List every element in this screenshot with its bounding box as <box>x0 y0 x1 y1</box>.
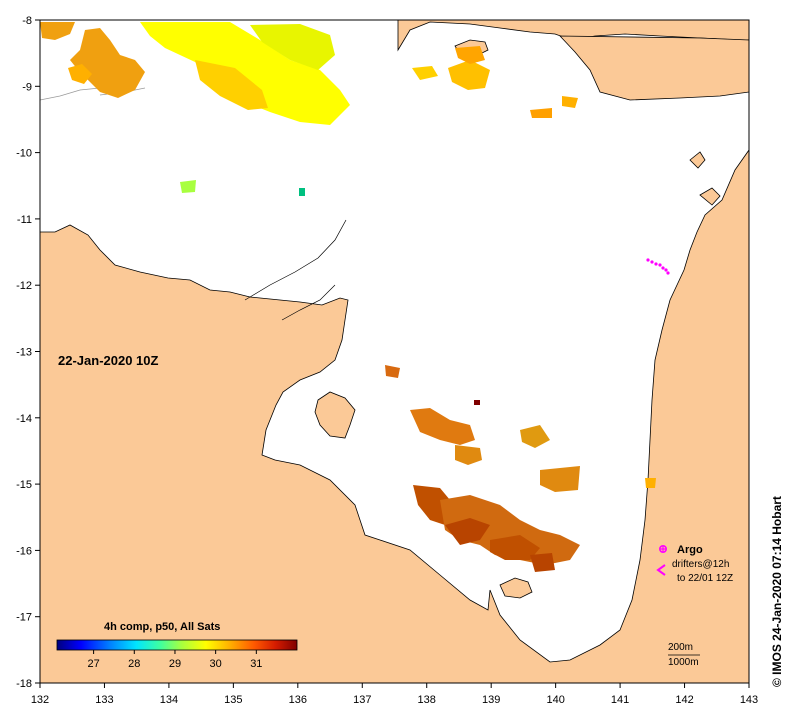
x-tick-label: 141 <box>611 694 629 706</box>
sst-patches <box>40 22 656 572</box>
x-tick-label: 142 <box>675 694 693 706</box>
y-tick-label: -8 <box>22 15 32 27</box>
x-tick-label: 140 <box>546 694 564 706</box>
y-tick-label: -16 <box>16 545 32 557</box>
y-tick-label: -18 <box>16 678 32 690</box>
x-tick-label: 132 <box>31 694 49 706</box>
plot-area <box>40 20 749 683</box>
y-tick-label: -17 <box>16 612 32 624</box>
drifter-arrow-icon <box>656 564 666 576</box>
x-tick-label: 136 <box>289 694 307 706</box>
y-tick-label: -10 <box>16 148 32 160</box>
colorbar-title: 4h comp, p50, All Sats <box>104 621 220 633</box>
credit-label: © IMOS 24-Jan-2020 07:14 Hobart <box>770 496 784 687</box>
colorbar-ticks: 27 28 29 30 31 <box>87 650 262 670</box>
y-tick-label: -9 <box>22 81 32 93</box>
colorbar-tick-label: 30 <box>210 658 222 670</box>
date-label: 22-Jan-2020 10Z <box>58 353 159 368</box>
x-tick-label: 137 <box>353 694 371 706</box>
argo-icon <box>658 544 667 553</box>
x-tick-label: 135 <box>224 694 242 706</box>
land-mornington-island <box>499 577 533 599</box>
y-tick-label: -14 <box>16 413 32 425</box>
drifter-track <box>646 258 670 275</box>
land-torres-islands <box>689 151 721 206</box>
x-tick-label: 143 <box>740 694 758 706</box>
coast-detail-arnhem <box>244 219 347 321</box>
contour-200-label: 200m <box>668 642 693 653</box>
colorbar-gradient <box>56 639 298 651</box>
y-tick-label: -11 <box>17 214 32 226</box>
y-axis: -8 -9 -10 -11 -12 -13 -14 -15 -16 -17 -18 <box>16 15 40 690</box>
land-groote-eylandt <box>314 391 356 439</box>
land-cape-york <box>40 149 749 683</box>
drifters-sub-label: to 22/01 12Z <box>677 573 733 584</box>
y-tick-label: -13 <box>16 347 32 359</box>
x-tick-label: 133 <box>95 694 113 706</box>
colorbar-tick-label: 28 <box>128 658 140 670</box>
drifters-label: drifters@12h <box>672 559 729 570</box>
y-tick-label: -15 <box>16 479 32 491</box>
y-tick-label: -12 <box>16 280 32 292</box>
argo-label: Argo <box>677 544 703 556</box>
land-new-guinea <box>397 20 749 52</box>
drifter-legend: Argo drifters@12h to 22/01 12Z <box>656 544 733 584</box>
land-new-guinea-east <box>559 35 749 101</box>
x-tick-label: 139 <box>482 694 500 706</box>
x-tick-label: 138 <box>418 694 436 706</box>
colorbar-tick-label: 31 <box>250 658 262 670</box>
colorbar-tick-label: 27 <box>87 658 99 670</box>
colorbar-tick-label: 29 <box>169 658 181 670</box>
x-tick-label: 134 <box>160 694 178 706</box>
depth-contour-legend: 200m 1000m <box>668 642 700 668</box>
colorbar: 4h comp, p50, All Sats 27 28 29 30 31 <box>56 621 298 670</box>
x-axis: 132 133 134 135 136 137 138 139 140 141 142 143 <box>31 683 758 706</box>
contour-1000-label: 1000m <box>668 657 699 668</box>
